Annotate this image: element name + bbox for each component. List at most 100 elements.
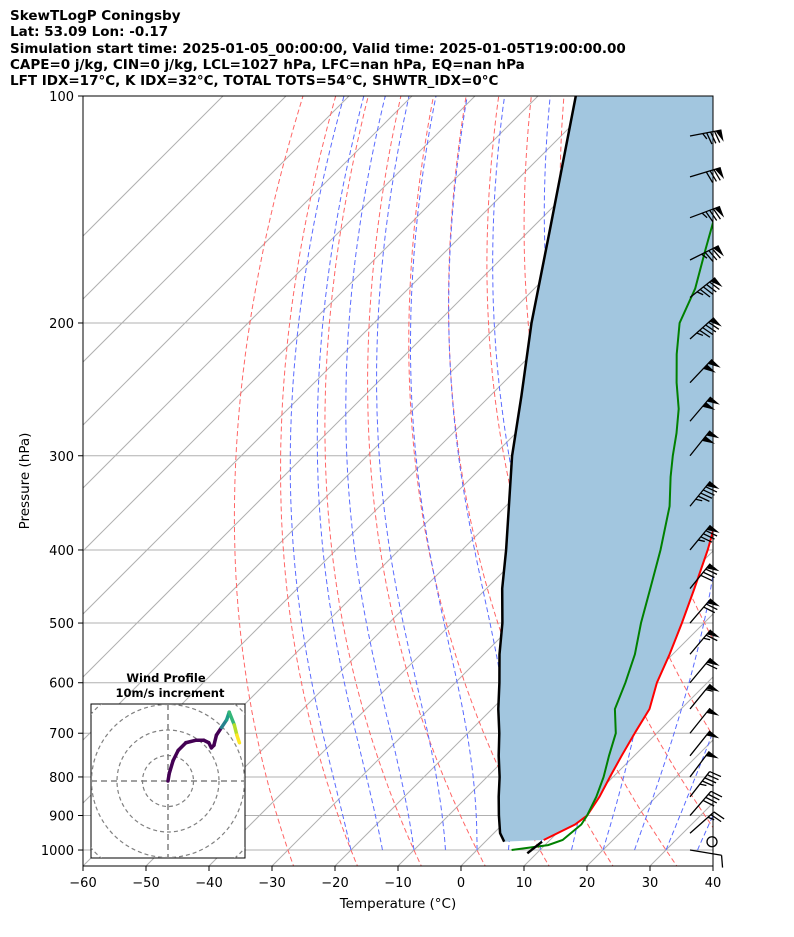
- barb-feather: [711, 248, 721, 259]
- calm-circle: [706, 836, 718, 848]
- barb-shaft: [689, 707, 711, 734]
- barb-shaft: [689, 430, 711, 457]
- x-tick-label: −50: [132, 876, 159, 891]
- x-tick-label: 20: [579, 876, 596, 891]
- barb-feather: [709, 770, 722, 778]
- barb-pennant: [706, 563, 720, 572]
- parcel-line: [497, 96, 578, 843]
- profile-lines: [497, 96, 713, 855]
- barb-shaft: [689, 811, 715, 834]
- wind-barbs: [689, 129, 725, 868]
- wind-barb: [689, 683, 720, 710]
- barb-pennant: [715, 130, 724, 142]
- barb-feather: [705, 486, 718, 493]
- isotherm: [83, 96, 287, 300]
- barb-feather: [706, 774, 719, 781]
- barb-feather: [702, 780, 714, 787]
- barb-feather: [708, 793, 720, 801]
- y-tick-label: 700: [49, 727, 74, 742]
- barb-pennant: [706, 629, 720, 638]
- moist-adiabat: [376, 96, 446, 851]
- isotherm: [83, 96, 476, 489]
- moist-adiabat: [729, 83, 794, 850]
- dry-adiabat: [280, 96, 358, 866]
- barb-feather: [708, 250, 718, 261]
- hodograph-segment: [184, 738, 198, 745]
- parcel-line: CAPE=0 j/kg, CIN=0 j/kg, LCL=1027 hPa, L…: [10, 56, 525, 73]
- title-block: SkewTLogP Coningsby Lat: 53.09 Lon: -0.1…: [10, 8, 626, 89]
- isotherm: [83, 96, 665, 678]
- axes: −60 −50 −40 −30 −20 −10 0 10 20 30 40 1000 900 800 700…: [41, 90, 721, 891]
- isotherm: [83, 96, 539, 552]
- barb-feather: [705, 211, 714, 223]
- barb-shaft: [689, 730, 711, 757]
- barb-feather: [710, 131, 717, 144]
- y-tick-label: 200: [49, 317, 74, 332]
- barb-feather: [699, 288, 711, 298]
- hodograph-segment: [212, 733, 219, 748]
- hodograph-segment: [176, 741, 188, 753]
- x-tick-label: −60: [69, 876, 96, 891]
- barb-feather: [702, 489, 715, 496]
- barb-feather: [705, 171, 714, 183]
- barb-feather: [709, 170, 717, 182]
- wind-barb: [689, 167, 725, 183]
- y-tick-label: 1000: [41, 844, 74, 859]
- barb-feather: [706, 132, 713, 145]
- barb-feather: [700, 492, 713, 499]
- temperature-line: [543, 527, 713, 841]
- x-tick-label: −30: [258, 876, 285, 891]
- barb-feather: [700, 574, 713, 582]
- wind-barb: [689, 277, 723, 298]
- barb-shaft: [689, 167, 721, 178]
- barb-feather: [710, 814, 722, 823]
- barb-pennant: [707, 359, 721, 368]
- barb-shaft: [689, 849, 722, 856]
- barb-feather: [709, 281, 720, 291]
- hodograph-segment: [227, 710, 237, 727]
- barb-feather: [703, 533, 715, 540]
- wind-barb: [706, 836, 718, 848]
- barb-feather: [708, 321, 720, 330]
- barb-feather: [704, 777, 717, 784]
- barb-feather: [713, 169, 721, 181]
- hodograph-segment: [171, 748, 180, 763]
- y-tick-label: 400: [49, 544, 74, 559]
- hodograph-segment: [235, 733, 242, 745]
- barb-feather: [713, 811, 725, 820]
- x-tick-label: 10: [516, 876, 533, 891]
- barb-shaft: [689, 277, 716, 298]
- x-axis-label: Temperature (°C): [339, 896, 457, 912]
- wind-barb: [689, 730, 720, 757]
- barb-feather: [713, 131, 721, 143]
- dry-adiabat: [726, 79, 794, 869]
- location-line: Lat: 53.09 Lon: -0.17: [10, 24, 169, 41]
- moist-adiabat: [410, 96, 478, 850]
- isotherm: [83, 96, 413, 426]
- hodograph-segment: [167, 758, 175, 776]
- hodograph-inset: Wind Profile 10m/s increment: [90, 671, 246, 859]
- barb-feather: [704, 251, 714, 263]
- moist-adiabat: [289, 96, 352, 851]
- chart-title: SkewTLogP Coningsby: [10, 8, 181, 24]
- barb-feather: [696, 332, 704, 337]
- moist-adiabat: [316, 96, 383, 851]
- barb-pennant: [706, 525, 720, 533]
- wind-barb: [689, 317, 722, 340]
- barb-shaft: [689, 598, 712, 624]
- moist-adiabat: [634, 96, 713, 851]
- isotherm: [83, 96, 602, 615]
- wind-barb: [689, 770, 722, 798]
- barb-feather: [702, 133, 708, 140]
- barb-feather: [720, 855, 724, 868]
- wind-barb: [689, 245, 724, 263]
- dry-adiabat: [758, 79, 794, 869]
- hodograph-segment: [232, 723, 239, 737]
- wind-barb: [689, 811, 725, 834]
- barb-feather: [699, 783, 707, 787]
- barb-pennant: [714, 167, 725, 180]
- barb-pennant: [714, 206, 725, 218]
- barb-feather: [712, 208, 721, 220]
- barb-feather: [700, 536, 713, 543]
